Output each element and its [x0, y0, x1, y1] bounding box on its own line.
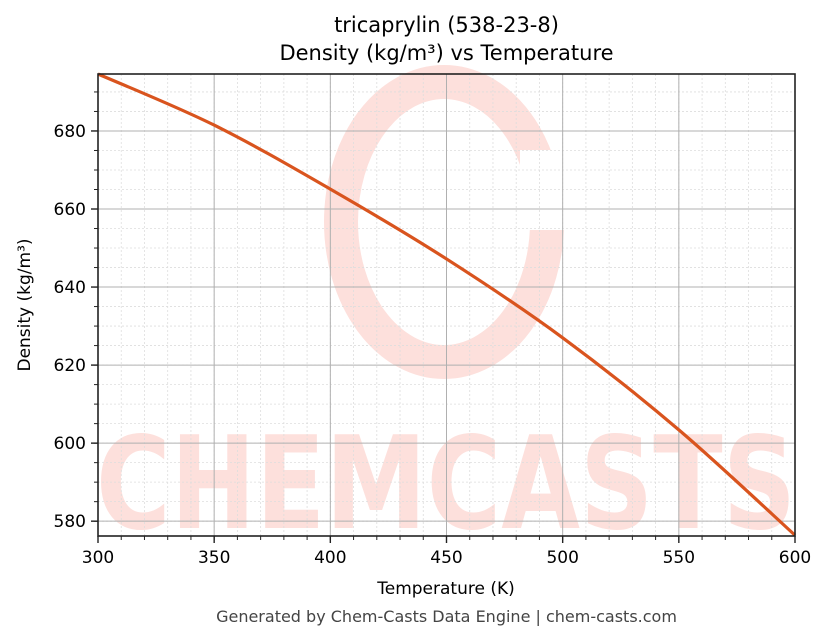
tick-labels: 300 350 400 450 500 550 600 580 600 620 640 660 680 [54, 122, 812, 568]
svg-text:350: 350 [198, 548, 230, 568]
svg-text:400: 400 [314, 548, 346, 568]
svg-text:640: 640 [54, 278, 86, 298]
svg-text:580: 580 [54, 512, 86, 532]
svg-text:600: 600 [54, 434, 86, 454]
svg-text:300: 300 [82, 548, 114, 568]
svg-text:600: 600 [779, 548, 811, 568]
x-axis-label: Temperature (K) [376, 579, 515, 599]
chart-title-line2: Density (kg/m³) vs Temperature [279, 41, 614, 65]
axis-ticks [91, 91, 796, 543]
chart-title-line1: tricaprylin (538-23-8) [334, 13, 559, 37]
y-axis-label: Density (kg/m³) [15, 238, 35, 371]
svg-text:550: 550 [663, 548, 695, 568]
svg-text:680: 680 [54, 122, 86, 142]
svg-text:450: 450 [430, 548, 462, 568]
footer-credit: Generated by Chem-Casts Data Engine | ch… [216, 607, 677, 626]
svg-text:660: 660 [54, 200, 86, 220]
density-line [97, 72, 797, 537]
svg-text:500: 500 [546, 548, 578, 568]
svg-text:620: 620 [54, 356, 86, 376]
